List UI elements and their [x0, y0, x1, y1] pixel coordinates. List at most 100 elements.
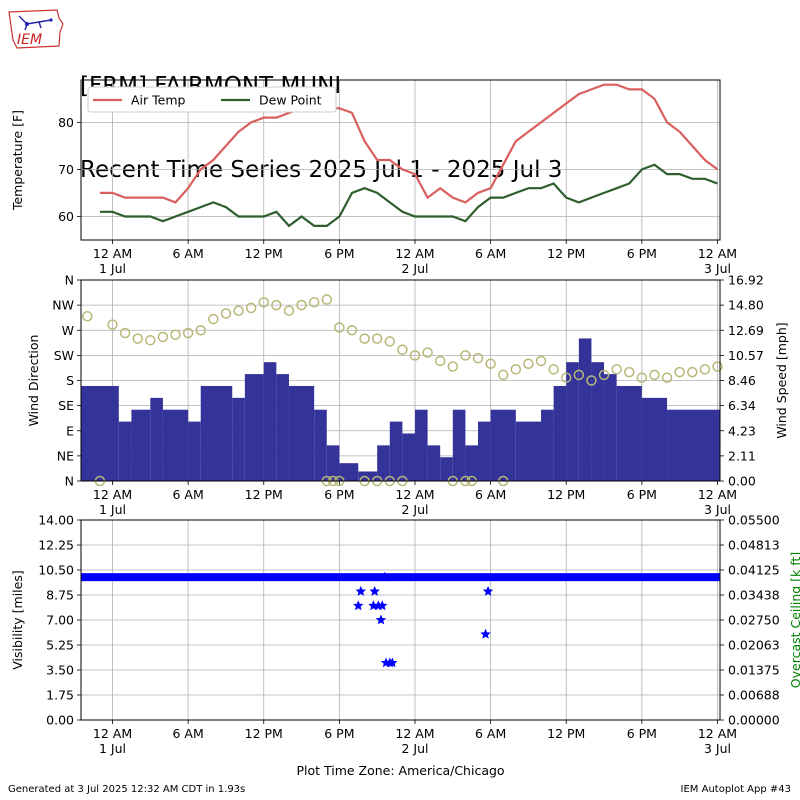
- wind-speed-bar: [276, 374, 289, 481]
- wind-speed-bar: [478, 421, 491, 481]
- x-tick-label: 6 AM: [475, 487, 506, 502]
- wind-direction-point: [586, 375, 597, 386]
- wind-direction-point: [447, 361, 459, 372]
- wind-direction-point: [170, 329, 181, 340]
- wind-direction-point: [220, 308, 232, 319]
- x-tick-date-label: 3 Jul: [704, 502, 731, 517]
- wind-speed-bar: [377, 445, 390, 481]
- x-tick-label: 6 PM: [627, 246, 657, 261]
- wind-speed-bar: [263, 362, 277, 481]
- visibility-point: [355, 585, 366, 596]
- wind-direction-point: [636, 372, 648, 383]
- axes-frame: [80, 519, 721, 721]
- x-tick-label: 12 AM: [93, 246, 132, 261]
- x-tick-date-label: 2 Jul: [401, 261, 428, 276]
- wind-speed-bar: [326, 445, 340, 481]
- wind-direction-point: [107, 319, 118, 330]
- ceiling-tick-label: 0.04125: [728, 563, 780, 578]
- direction-tick-label: NE: [57, 448, 74, 463]
- y-axis-label: Visibility [miles]: [10, 570, 25, 669]
- series-line-air-temp: [99, 83, 719, 204]
- wind-direction-point: [132, 333, 143, 344]
- direction-tick-label: NW: [52, 298, 74, 313]
- speed-tick-label: 6.34: [728, 398, 756, 413]
- y-tick-label: 60: [58, 209, 74, 224]
- wind-speed-bar: [452, 409, 466, 481]
- visibility-baseline-series: [81, 573, 720, 582]
- ceiling-tick-label: 0.03438: [728, 588, 780, 603]
- wind-speed-bar: [667, 409, 720, 481]
- wind-direction-point: [661, 372, 673, 383]
- ceiling-tick-label: 0.02750: [728, 613, 780, 628]
- direction-tick-label: E: [66, 423, 74, 438]
- wind-speed-bar: [641, 397, 668, 481]
- direction-tick-label: W: [62, 323, 74, 338]
- visibility-tick-label: 14.00: [38, 513, 74, 528]
- direction-tick-label: SE: [58, 398, 74, 413]
- direction-tick-label: SW: [54, 348, 74, 363]
- logo-node: [49, 18, 53, 22]
- visibility-point: [353, 600, 364, 611]
- wind-speed-bar: [440, 457, 453, 481]
- wind-speed-bar: [131, 409, 151, 481]
- ceiling-tick-label: 0.04813: [728, 538, 780, 553]
- wind-speed-bar: [414, 409, 428, 481]
- wind-direction-point: [82, 311, 93, 322]
- y-axis-label: Temperature [F]: [10, 110, 25, 211]
- x-tick-label: 12 PM: [245, 487, 283, 502]
- x-tick-label: 6 PM: [324, 726, 354, 741]
- wind-direction-point: [334, 322, 345, 333]
- axes-frame: [80, 279, 721, 482]
- x-tick-label: 12 PM: [547, 246, 585, 261]
- wind-direction-point: [699, 364, 711, 375]
- wind-direction-point: [472, 352, 484, 364]
- wind-direction-point: [157, 331, 169, 343]
- wind-direction-point: [233, 305, 244, 316]
- x-tick-label: 12 AM: [698, 726, 737, 741]
- x-tick-date-label: 2 Jul: [401, 502, 428, 517]
- x-tick-date-label: 2 Jul: [401, 741, 428, 756]
- wind-speed-bar: [616, 385, 642, 481]
- wind-speed-bar: [118, 421, 132, 481]
- x-tick-label: 12 AM: [698, 487, 737, 502]
- x-tick-label: 6 AM: [172, 487, 203, 502]
- speed-tick-label: 4.23: [728, 423, 756, 438]
- x-tick-label: 6 AM: [475, 246, 506, 261]
- wind-direction-point: [460, 350, 471, 361]
- wind-direction-point: [258, 297, 270, 308]
- wind-speed-bar: [591, 362, 605, 481]
- wind-direction-point: [535, 355, 547, 367]
- x-tick-label: 12 PM: [245, 246, 283, 261]
- y-tick-label: 80: [58, 115, 74, 130]
- wind-direction-point: [422, 347, 433, 358]
- wind-direction-point: [649, 369, 660, 381]
- speed-tick-label: 16.92: [728, 273, 764, 288]
- wind-speed-bar: [339, 463, 359, 481]
- legend-label: Dew Point: [259, 93, 322, 108]
- wind-direction-point: [182, 327, 194, 339]
- wind-speed-bar: [288, 385, 315, 481]
- visibility-point: [379, 571, 390, 582]
- visibility-tick-label: 10.50: [38, 563, 74, 578]
- wind-direction-point: [119, 327, 131, 339]
- wind-direction-point: [497, 369, 509, 381]
- wind-speed-bar: [162, 409, 189, 481]
- ceiling-tick-label: 0.00000: [728, 713, 780, 728]
- wind-speed-bar: [402, 433, 415, 481]
- speed-tick-label: 10.57: [728, 348, 764, 363]
- wind-speed-bar: [427, 445, 441, 481]
- ceiling-tick-label: 0.00688: [728, 688, 780, 703]
- x-tick-label: 6 PM: [324, 246, 354, 261]
- wind-speed-bar: [465, 445, 479, 481]
- generated-note: Generated at 3 Jul 2025 12:32 AM CDT in …: [8, 784, 246, 795]
- right-y-axis-label: Wind Speed [mph]: [774, 322, 789, 438]
- wind-speed-bar: [358, 471, 378, 481]
- wind-direction-point: [359, 333, 370, 344]
- x-tick-label: 6 PM: [324, 487, 354, 502]
- x-tick-date-label: 1 Jul: [99, 502, 126, 517]
- wind-direction-point: [548, 364, 559, 375]
- visibility-point: [375, 614, 387, 625]
- speed-tick-label: 12.69: [728, 323, 764, 338]
- wind-direction-point: [371, 333, 383, 344]
